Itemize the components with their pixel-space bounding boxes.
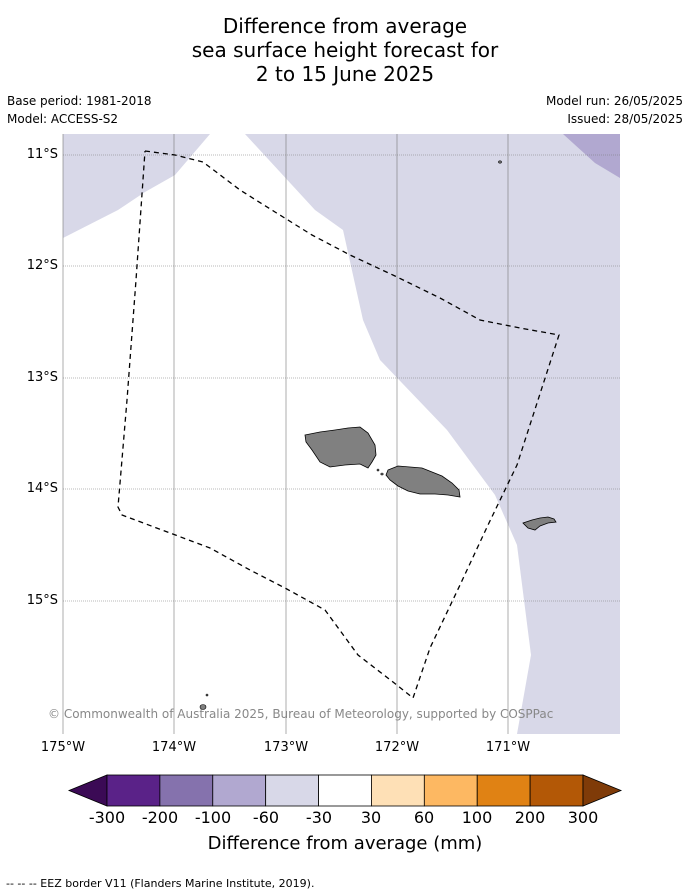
colorbar-label: -60 bbox=[252, 808, 280, 827]
small-island-south bbox=[199, 704, 207, 710]
model-name: Model: ACCESS-S2 bbox=[7, 112, 119, 126]
colorbar-label: -100 bbox=[194, 808, 232, 827]
lat-label-15s: 15°S bbox=[26, 593, 58, 608]
eez-footnote: -- -- -- EEZ border V11 (Flanders Marine… bbox=[6, 877, 315, 890]
anomaly-region-west bbox=[63, 134, 210, 238]
anomaly-region-east bbox=[245, 134, 620, 734]
lon-label-175w: 175°W bbox=[40, 740, 86, 755]
tutuila-island bbox=[522, 516, 557, 531]
model-run: Model run: 26/05/2025 bbox=[545, 94, 683, 108]
lon-label-173w: 173°W bbox=[263, 740, 309, 755]
issued-date: Issued: 28/05/2025 bbox=[567, 112, 683, 126]
colorbar-label: 60 bbox=[413, 808, 435, 827]
manono-island bbox=[380, 472, 384, 476]
lat-label-14s: 14°S bbox=[26, 481, 58, 496]
lat-label-11s: 11°S bbox=[26, 147, 58, 162]
grid bbox=[62, 134, 620, 734]
eez-border bbox=[117, 150, 560, 700]
anomaly-region-northeast bbox=[563, 134, 620, 178]
lat-label-12s: 12°S bbox=[26, 258, 58, 273]
small-island-north bbox=[498, 160, 502, 164]
colorbar-label: -300 bbox=[88, 808, 126, 827]
lat-label-13s: 13°S bbox=[26, 370, 58, 385]
lon-label-172w: 172°W bbox=[374, 740, 420, 755]
upolu-island bbox=[385, 465, 461, 498]
colorbar-label: 300 bbox=[567, 808, 599, 827]
title-line-3: 2 to 15 June 2025 bbox=[255, 62, 435, 86]
apolima-island bbox=[376, 468, 380, 472]
colorbar-title: Difference from average (mm) bbox=[207, 833, 483, 854]
colorbar-label: -200 bbox=[141, 808, 179, 827]
small-island-south-2 bbox=[205, 693, 209, 697]
title-line-1: Difference from average bbox=[222, 14, 468, 38]
lon-label-174w: 174°W bbox=[151, 740, 197, 755]
base-period: Base period: 1981-2018 bbox=[7, 94, 152, 108]
colorbar-label: -30 bbox=[305, 808, 333, 827]
lon-label-171w: 171°W bbox=[485, 740, 531, 755]
colorbar-label: 30 bbox=[360, 808, 382, 827]
chart-title: Difference from average sea surface heig… bbox=[0, 14, 690, 86]
title-line-2: sea surface height forecast for bbox=[191, 38, 499, 62]
copyright-notice: © Commonwealth of Australia 2025, Bureau… bbox=[48, 707, 554, 721]
colorbar-label: 100 bbox=[461, 808, 493, 827]
savaii-island bbox=[304, 426, 377, 469]
colorbar-label: 200 bbox=[514, 808, 546, 827]
